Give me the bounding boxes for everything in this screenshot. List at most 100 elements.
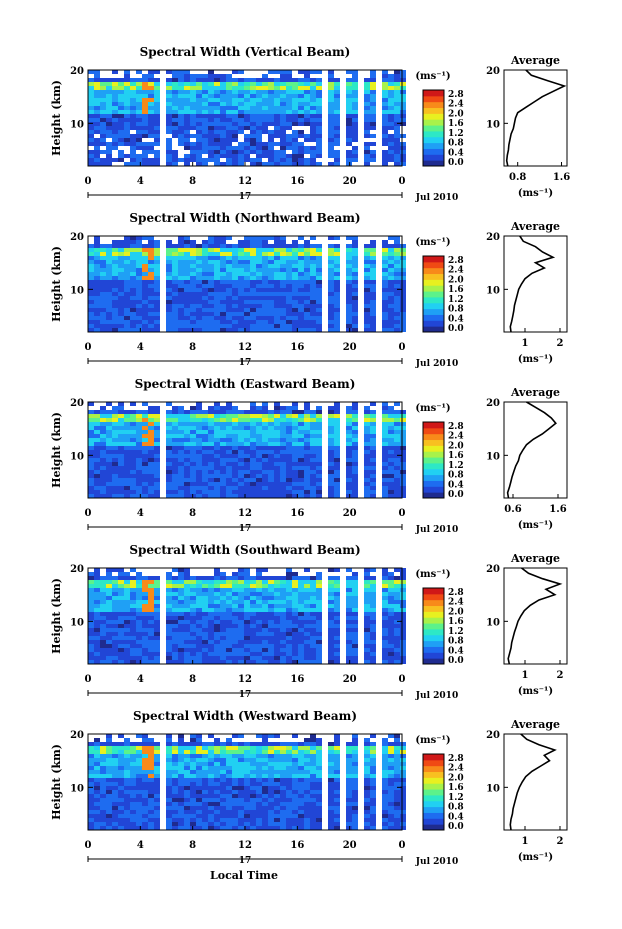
heatmap-cell [94,434,100,438]
profile-x-axis-label: (ms⁻¹) [518,686,553,697]
profile-line [509,235,556,333]
heatmap-cell [244,648,250,652]
heatmap-cell [88,470,94,474]
panel-5: Spectral Width (Westward Beam)2010Height… [50,709,568,867]
heatmap-cell [238,572,244,576]
heatmap-cell [154,458,160,462]
heatmap-cell [88,122,94,126]
heatmap-cell [208,130,214,134]
heatmap-cell [250,130,256,134]
heatmap-cell [346,256,352,260]
heatmap-cell [262,74,268,78]
heatmap-cell [172,158,178,162]
heatmap-cell [112,134,118,138]
heatmap-cell [292,308,298,312]
heatmap-cell [154,410,160,414]
heatmap-cell [238,612,244,616]
heatmap-cell [178,256,184,260]
colorbar-swatch [423,308,444,315]
heatmap-cell [292,110,298,114]
heatmap-cell [148,264,154,268]
heatmap-cell [142,770,148,774]
heatmap-cell [148,588,154,592]
heatmap-cell [142,774,148,778]
heatmap-cell [172,466,178,470]
heatmap-cell [256,126,262,130]
heatmap-cell [256,236,262,240]
y-axis-label: Height (km) [50,578,63,654]
heatmap-cell [250,304,256,308]
heatmap-cell [118,292,124,296]
colorbar-swatch [423,640,444,647]
heatmap-cell [220,312,226,316]
heatmap-cell [280,462,286,466]
heatmap-cell [100,114,106,118]
heatmap-cell [334,478,340,482]
heatmap-cell [106,422,112,426]
heatmap-cell [130,814,136,818]
heatmap-cell [382,446,388,450]
heatmap-cell [304,74,310,78]
heatmap-cell [334,632,340,636]
heatmap-cell [292,624,298,628]
heatmap-cell [328,324,334,328]
heatmap-cell [388,584,394,588]
heatmap-cell [100,822,106,826]
heatmap-cell [88,158,94,162]
heatmap-cell [370,264,376,268]
heatmap-cell [184,134,190,138]
heatmap-cell [388,660,394,664]
heatmap-cell [196,248,202,252]
heatmap-cell [304,426,310,430]
profile-x-axis-label: (ms⁻¹) [518,188,553,199]
heatmap-cell [226,86,232,90]
heatmap-cell [370,450,376,454]
heatmap-cell [214,478,220,482]
heatmap-cell [148,426,154,430]
heatmap-cell [244,308,250,312]
heatmap-cell [382,474,388,478]
heatmap-cell [178,766,184,770]
heatmap-cell [214,300,220,304]
heatmap-cell [388,430,394,434]
heatmap-cell [148,782,154,786]
heatmap-cell [148,312,154,316]
heatmap-cell [94,288,100,292]
heatmap-cell [262,648,268,652]
heatmap-cell [382,296,388,300]
heatmap-cell [328,90,334,94]
heatmap-cell [88,426,94,430]
x-tick-label: 20 [343,176,357,187]
heatmap-cell [136,122,142,126]
heatmap-cell [106,462,112,466]
heatmap-cell [112,470,118,474]
heatmap-cell [220,478,226,482]
heatmap-cell [100,288,106,292]
heatmap-cell [274,134,280,138]
heatmap-cell [88,822,94,826]
heatmap-cell [166,114,172,118]
heatmap-cell [238,466,244,470]
heatmap-cell [334,288,340,292]
heatmap-cell [280,324,286,328]
heatmap-cell [292,628,298,632]
heatmap-cell [136,256,142,260]
heatmap-cell [136,146,142,150]
heatmap-cell [310,588,316,592]
heatmap-cell [316,308,322,312]
heatmap-cell [196,636,202,640]
heatmap-cell [118,826,124,830]
heatmap-cell [280,320,286,324]
heatmap-cell [100,576,106,580]
heatmap-cell [286,114,292,118]
heatmap-cell [268,652,274,656]
heatmap-cell [364,406,370,410]
heatmap-cell [388,612,394,616]
heatmap-cell [154,786,160,790]
heatmap-cell [316,612,322,616]
heatmap-cell [400,260,406,264]
heatmap-cell [256,620,262,624]
heatmap-cell [400,640,406,644]
heatmap-cell [256,280,262,284]
heatmap-cell [130,742,136,746]
